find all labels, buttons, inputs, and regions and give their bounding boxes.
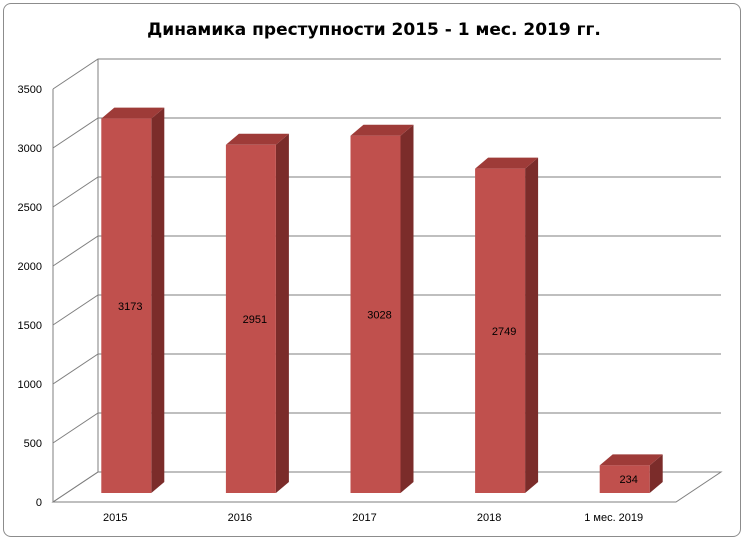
y-tick-label: 2500 [18,202,42,214]
bar-side [151,107,165,493]
bar-side [649,454,663,493]
bars [101,107,663,494]
y-tick-label: 1500 [18,320,42,332]
x-tick-label: 1 мес. 2019 [584,512,643,524]
bar-top [350,124,414,136]
labels: 3173 2015 2951 2016 3028 2017 2749 2018 234 1 мес… [103,301,643,524]
gridline [52,58,721,90]
bar-top [475,157,539,169]
data-label: 2749 [492,326,516,338]
y-tick-label: 3000 [18,143,42,155]
x-tick-label: 2015 [103,512,127,524]
bar-side [275,133,289,494]
bar-top [101,107,165,119]
x-tick-label: 2016 [228,512,252,524]
y-tick-label: 3500 [18,84,42,96]
data-label: 234 [620,474,638,486]
data-label: 2951 [243,314,267,326]
bar [475,168,526,494]
y-tick-label: 2000 [18,261,42,273]
y-tick-label: 0 [36,497,42,509]
chart-title: Динамика преступности 2015 - 1 мес. 2019… [147,20,601,40]
axes: 0 500 1000 1500 2000 2500 3000 3500 [18,84,676,509]
bar [599,465,650,493]
bar [101,118,152,493]
bar [225,144,276,494]
y-tick-label: 500 [24,438,42,450]
data-label: 3173 [118,301,142,313]
bar-side [525,157,539,494]
bar [350,135,401,494]
bar-top [599,454,663,466]
bar-side [400,124,414,494]
data-label: 3028 [367,309,391,321]
x-tick-label: 2017 [352,512,376,524]
y-tick-label: 1000 [18,379,42,391]
x-tick-label: 2018 [477,512,501,524]
bar-top [225,133,289,145]
